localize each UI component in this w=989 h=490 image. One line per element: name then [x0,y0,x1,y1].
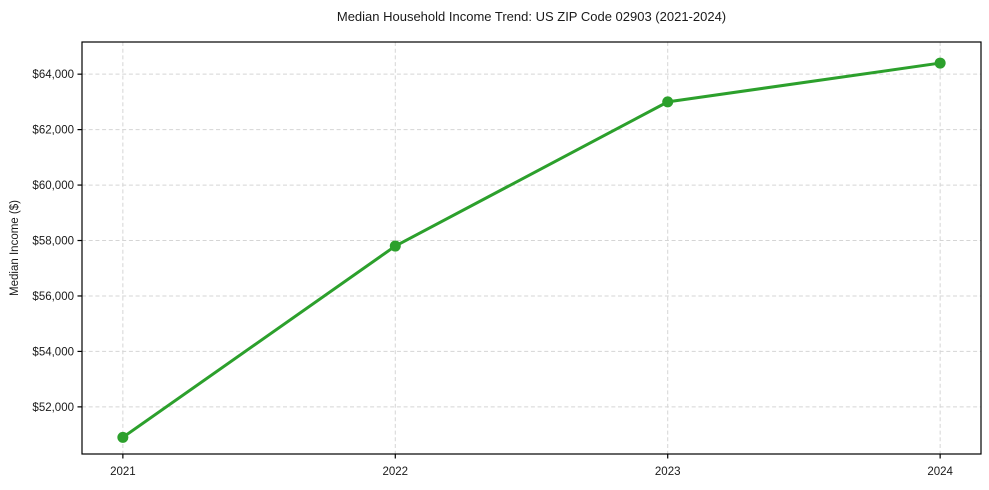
data-point-marker-2024 [934,57,946,69]
y-tick-label: $52,000 [32,402,74,414]
y-tick-label: $56,000 [32,291,74,303]
x-tick-label: 2022 [382,466,408,478]
data-line [121,61,942,439]
y-tick-label: $60,000 [32,180,74,192]
x-tick-label: 2024 [927,466,953,478]
y-tick-label: $54,000 [32,346,74,358]
plot-border [81,41,982,455]
y-tick-label: $58,000 [32,236,74,248]
chart-title: Median Household Income Trend: US ZIP Co… [336,9,727,24]
data-point-marker-2021 [117,431,129,443]
data-point-marker-2023 [662,96,674,108]
y-tick-label: $62,000 [32,125,74,137]
x-tick-label: 2021 [110,466,136,478]
x-tick-label: 2023 [655,466,681,478]
y-tick-label: $64,000 [32,69,74,81]
data-point-marker-2022 [389,240,401,252]
